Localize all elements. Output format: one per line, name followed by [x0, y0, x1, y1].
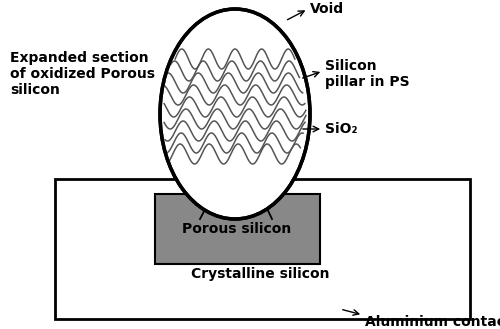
Text: Expanded section
of oxidized Porous
silicon: Expanded section of oxidized Porous sili…	[10, 51, 155, 97]
Bar	[55, 303, 470, 319]
Text: Porous silicon: Porous silicon	[182, 222, 292, 236]
Text: Aluminium contact: Aluminium contact	[365, 315, 500, 329]
Polygon shape	[215, 155, 259, 177]
Text: Silicon
pillar in PS: Silicon pillar in PS	[325, 59, 409, 89]
Text: SiO₂: SiO₂	[325, 122, 358, 136]
Bar	[55, 179, 470, 319]
Text: Crystalline silicon: Crystalline silicon	[191, 267, 329, 281]
Ellipse shape	[160, 9, 310, 219]
Text: Void: Void	[310, 2, 344, 16]
Bar	[155, 194, 320, 264]
